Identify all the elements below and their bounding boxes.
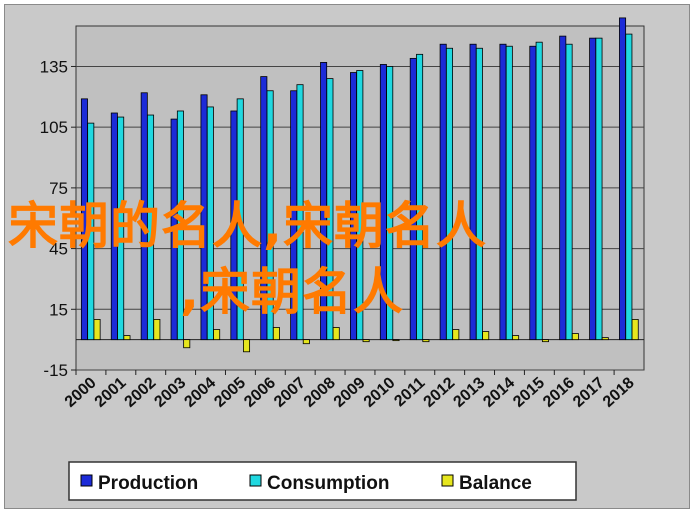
y-tick-label-1: 15 bbox=[49, 300, 68, 319]
bar-production-2011 bbox=[409, 57, 417, 341]
bar-balance-2007 bbox=[302, 339, 310, 345]
bar-production-2015 bbox=[529, 45, 537, 341]
x-tick-label-2003: 2003 bbox=[151, 374, 189, 411]
x-tick-label-2006: 2006 bbox=[241, 374, 279, 411]
bar-balance-2004 bbox=[213, 329, 221, 341]
bar-balance-2001 bbox=[123, 335, 131, 341]
y-axis: -15 15 45 75 105 135 bbox=[40, 57, 76, 380]
legend-label-consumption: Consumption bbox=[267, 473, 389, 494]
x-tick-label-2005: 2005 bbox=[211, 374, 249, 411]
legend-box bbox=[68, 461, 577, 501]
bar-consumption-2001 bbox=[117, 116, 125, 341]
bar-consumption-2017 bbox=[595, 37, 603, 341]
bar-production-2009 bbox=[349, 72, 357, 341]
bar-balance-2016 bbox=[571, 333, 579, 341]
legend-swatch-balance bbox=[441, 474, 454, 487]
bar-production-2013 bbox=[469, 43, 477, 341]
bar-balance-2006 bbox=[272, 327, 280, 341]
x-tick-label-2012: 2012 bbox=[421, 374, 459, 411]
y-tick-label-5: 135 bbox=[40, 57, 68, 76]
y-tick-label-3: 75 bbox=[49, 179, 68, 198]
legend-swatch-production bbox=[80, 474, 93, 487]
bar-balance-2002 bbox=[153, 319, 161, 341]
bar-production-2016 bbox=[559, 35, 567, 341]
bar-consumption-2005 bbox=[236, 98, 244, 341]
bar-production-2008 bbox=[320, 62, 328, 341]
bar-production-2017 bbox=[589, 37, 597, 341]
bar-consumption-2013 bbox=[475, 47, 483, 341]
bar-consumption-2002 bbox=[147, 114, 155, 341]
bar-consumption-2003 bbox=[176, 110, 184, 341]
bar-consumption-2006 bbox=[266, 90, 274, 341]
bar-consumption-2008 bbox=[326, 78, 334, 341]
bar-consumption-2012 bbox=[445, 47, 453, 341]
bar-balance-2014 bbox=[512, 335, 520, 341]
bar-production-2003 bbox=[170, 118, 178, 341]
bar-balance-2013 bbox=[482, 331, 490, 341]
y-tick-label-2: 45 bbox=[49, 240, 68, 259]
bar-production-2005 bbox=[230, 110, 238, 341]
x-tick-label-2016: 2016 bbox=[540, 374, 578, 411]
x-tick-label-2002: 2002 bbox=[122, 374, 160, 411]
bar-consumption-2018 bbox=[625, 33, 633, 341]
x-tick-label-2013: 2013 bbox=[450, 374, 488, 411]
bar-balance-2015 bbox=[541, 339, 549, 343]
bar-consumption-2010 bbox=[386, 66, 394, 341]
y-tick-label-4: 105 bbox=[40, 118, 68, 137]
x-tick-label-2014: 2014 bbox=[480, 374, 518, 411]
bar-production-2002 bbox=[140, 92, 148, 341]
x-tick-label-2007: 2007 bbox=[271, 374, 309, 411]
bar-production-2014 bbox=[499, 43, 507, 341]
bar-production-2001 bbox=[110, 112, 118, 341]
bar-consumption-2011 bbox=[416, 53, 424, 341]
x-axis: 2000200120022003200420052006200720082009… bbox=[62, 370, 638, 411]
bar-production-2004 bbox=[200, 94, 208, 341]
bar-balance-2011 bbox=[422, 339, 430, 343]
x-tick-label-2011: 2011 bbox=[391, 374, 428, 410]
bar-production-2012 bbox=[439, 43, 447, 341]
y-tick-label-0: -15 bbox=[43, 361, 68, 380]
bar-consumption-2009 bbox=[356, 70, 364, 341]
x-tick-label-2010: 2010 bbox=[361, 374, 399, 411]
bar-production-2018 bbox=[619, 17, 627, 341]
bar-balance-2003 bbox=[183, 339, 191, 349]
bar-balance-2017 bbox=[601, 337, 609, 341]
bar-balance-2008 bbox=[332, 327, 340, 341]
bar-consumption-2000 bbox=[87, 122, 95, 341]
x-tick-label-2015: 2015 bbox=[510, 374, 548, 411]
x-tick-label-2004: 2004 bbox=[181, 374, 219, 411]
legend-label-production: Production bbox=[98, 473, 198, 494]
x-tick-label-2001: 2001 bbox=[92, 374, 130, 411]
bar-balance-2012 bbox=[452, 329, 460, 341]
legend-swatch-consumption bbox=[249, 474, 262, 487]
bar-production-2000 bbox=[80, 98, 88, 341]
legend-label-balance: Balance bbox=[459, 473, 532, 494]
bar-consumption-2014 bbox=[505, 45, 513, 341]
bar-production-2010 bbox=[379, 64, 387, 341]
legend: Production Consumption Balance bbox=[68, 461, 577, 501]
bar-production-2007 bbox=[290, 90, 298, 341]
bar-consumption-2015 bbox=[535, 41, 543, 341]
bars bbox=[80, 17, 639, 353]
bar-balance-2005 bbox=[243, 339, 251, 353]
bar-consumption-2007 bbox=[296, 84, 304, 341]
bar-consumption-2016 bbox=[565, 43, 573, 341]
x-tick-label-2018: 2018 bbox=[600, 374, 638, 411]
bar-balance-2010 bbox=[392, 339, 400, 342]
bar-production-2006 bbox=[260, 76, 268, 341]
bar-consumption-2004 bbox=[206, 106, 214, 341]
bar-balance-2000 bbox=[93, 319, 101, 341]
bar-balance-2009 bbox=[362, 339, 370, 343]
x-tick-label-2008: 2008 bbox=[301, 374, 339, 411]
x-tick-label-2017: 2017 bbox=[570, 374, 608, 411]
x-tick-label-2009: 2009 bbox=[331, 374, 369, 411]
bar-balance-2018 bbox=[631, 319, 639, 341]
